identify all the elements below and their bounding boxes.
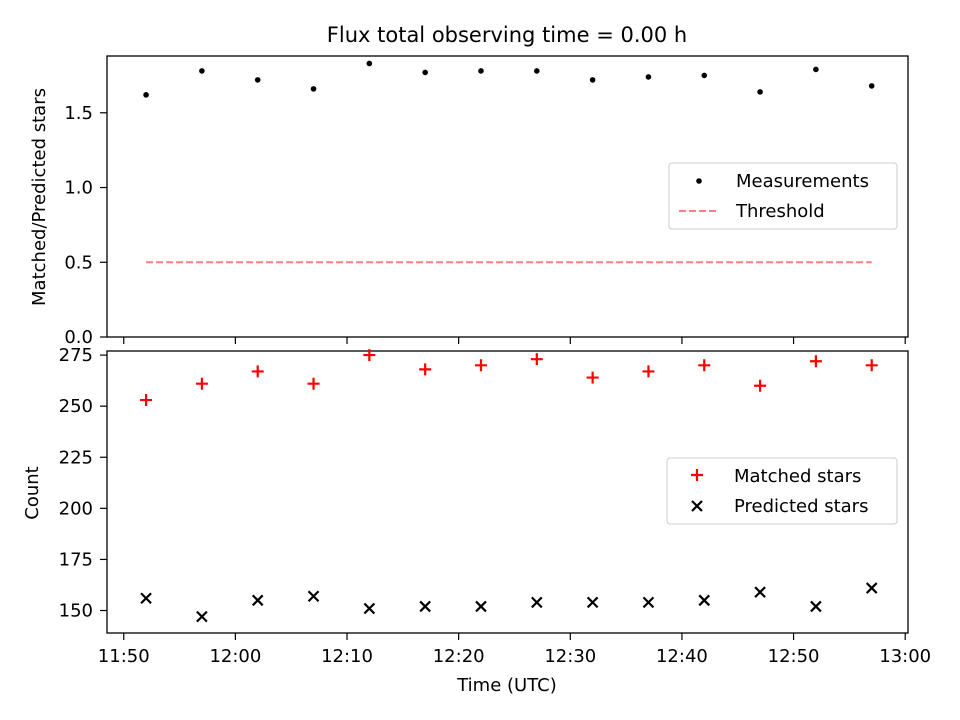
measurement-point xyxy=(645,74,652,80)
bottom-y-tick-label: 200 xyxy=(59,498,93,519)
bottom-y-tick-label: 275 xyxy=(59,345,93,366)
legend-measurements-marker xyxy=(696,178,702,184)
top-legend: Measurements Threshold xyxy=(668,162,898,230)
x-tick-label: 12:00 xyxy=(209,646,261,667)
measurement-point xyxy=(757,89,763,95)
predicted-point xyxy=(531,596,543,609)
predicted-point xyxy=(475,600,487,613)
measurement-point xyxy=(478,68,484,74)
measurement-point xyxy=(310,86,317,92)
bottom-y-tick-label: 150 xyxy=(59,601,93,622)
predicted-point xyxy=(754,586,766,598)
matched-point xyxy=(754,379,767,392)
bottom-legend-box xyxy=(666,457,898,525)
top-y-tick-label: 0.5 xyxy=(64,252,93,273)
measurement-point xyxy=(199,68,205,74)
x-tick-label: 11:50 xyxy=(98,646,150,667)
matched-point xyxy=(530,353,543,366)
measurement-point xyxy=(701,72,708,79)
predicted-point xyxy=(363,602,376,615)
bottom-y-axis: 150 175 200 225 250 275 xyxy=(59,345,107,622)
bottom-y-axis-label: Count xyxy=(22,466,43,519)
top-x-axis xyxy=(123,337,906,344)
matched-point xyxy=(642,365,655,378)
x-tick-label: 12:50 xyxy=(768,646,820,667)
bottom-x-axis: 11:50 12:00 12:10 12:20 12:30 12:40 12:50 13:00 xyxy=(98,633,931,667)
top-y-tick-label: 0.0 xyxy=(64,327,93,348)
legend-predicted-label: Predicted stars xyxy=(734,496,868,517)
bottom-y-tick-label: 225 xyxy=(59,447,93,468)
x-tick-label: 12:10 xyxy=(321,646,373,667)
predicted-point xyxy=(307,590,320,602)
top-y-axis-label: Matched/Predicted stars xyxy=(29,88,50,306)
bottom-panel: Count Time (UTC) 150 175 200 225 250 275 11:5… xyxy=(22,345,931,696)
top-panel-frame xyxy=(106,55,909,338)
matched-point xyxy=(698,359,711,372)
top-legend-box xyxy=(668,162,898,230)
legend-matched-label: Matched stars xyxy=(734,466,861,487)
matched-point xyxy=(140,394,153,407)
matched-point xyxy=(195,377,208,390)
measurement-point xyxy=(254,77,261,83)
predicted-point xyxy=(419,600,431,613)
x-tick-label: 12:20 xyxy=(433,646,485,667)
predicted-point xyxy=(196,610,208,623)
measurement-point xyxy=(366,60,373,67)
measurement-point xyxy=(813,66,819,73)
predicted-point xyxy=(140,592,152,605)
legend-measurements-label: Measurements xyxy=(736,171,869,192)
matched-point xyxy=(419,363,432,376)
matched-point xyxy=(251,365,264,378)
matched-point xyxy=(307,377,320,390)
bottom-panel-frame xyxy=(106,350,909,634)
top-panel: Matched/Predicted stars 0.0 0.5 1.0 1.5 Mea… xyxy=(29,55,909,348)
bottom-legend: Matched stars Predicted stars xyxy=(666,457,898,525)
measurement-point xyxy=(422,69,428,76)
matched-point xyxy=(363,349,376,362)
legend-predicted-marker xyxy=(691,500,703,512)
predicted-point xyxy=(698,594,711,607)
matched-point xyxy=(474,359,487,372)
top-y-tick-label: 1.5 xyxy=(64,103,93,124)
matched-point xyxy=(809,355,822,368)
x-axis-label: Time (UTC) xyxy=(456,675,557,696)
top-plot-area xyxy=(143,60,875,264)
bottom-y-tick-label: 175 xyxy=(59,549,93,570)
legend-threshold-label: Threshold xyxy=(735,201,825,222)
predicted-point xyxy=(865,582,878,594)
predicted-point xyxy=(642,596,655,609)
measurement-point xyxy=(868,83,875,89)
bottom-y-tick-label: 250 xyxy=(59,396,93,417)
measurement-point xyxy=(589,77,596,83)
x-tick-label: 13:00 xyxy=(879,646,931,667)
predicted-point xyxy=(810,600,822,613)
matched-point xyxy=(586,371,599,384)
top-y-axis: 0.0 0.5 1.0 1.5 xyxy=(64,103,107,348)
x-tick-label: 12:30 xyxy=(544,646,596,667)
predicted-point xyxy=(586,596,599,609)
legend-matched-marker xyxy=(691,469,703,481)
x-tick-label: 12:40 xyxy=(656,646,708,667)
top-y-tick-label: 1.0 xyxy=(64,178,93,199)
measurement-point xyxy=(143,92,149,98)
chart-title: Flux total observing time = 0.00 h xyxy=(327,23,687,47)
bottom-plot-area xyxy=(140,349,878,623)
matched-point xyxy=(865,359,878,372)
predicted-point xyxy=(251,594,264,607)
measurement-point xyxy=(534,68,540,74)
